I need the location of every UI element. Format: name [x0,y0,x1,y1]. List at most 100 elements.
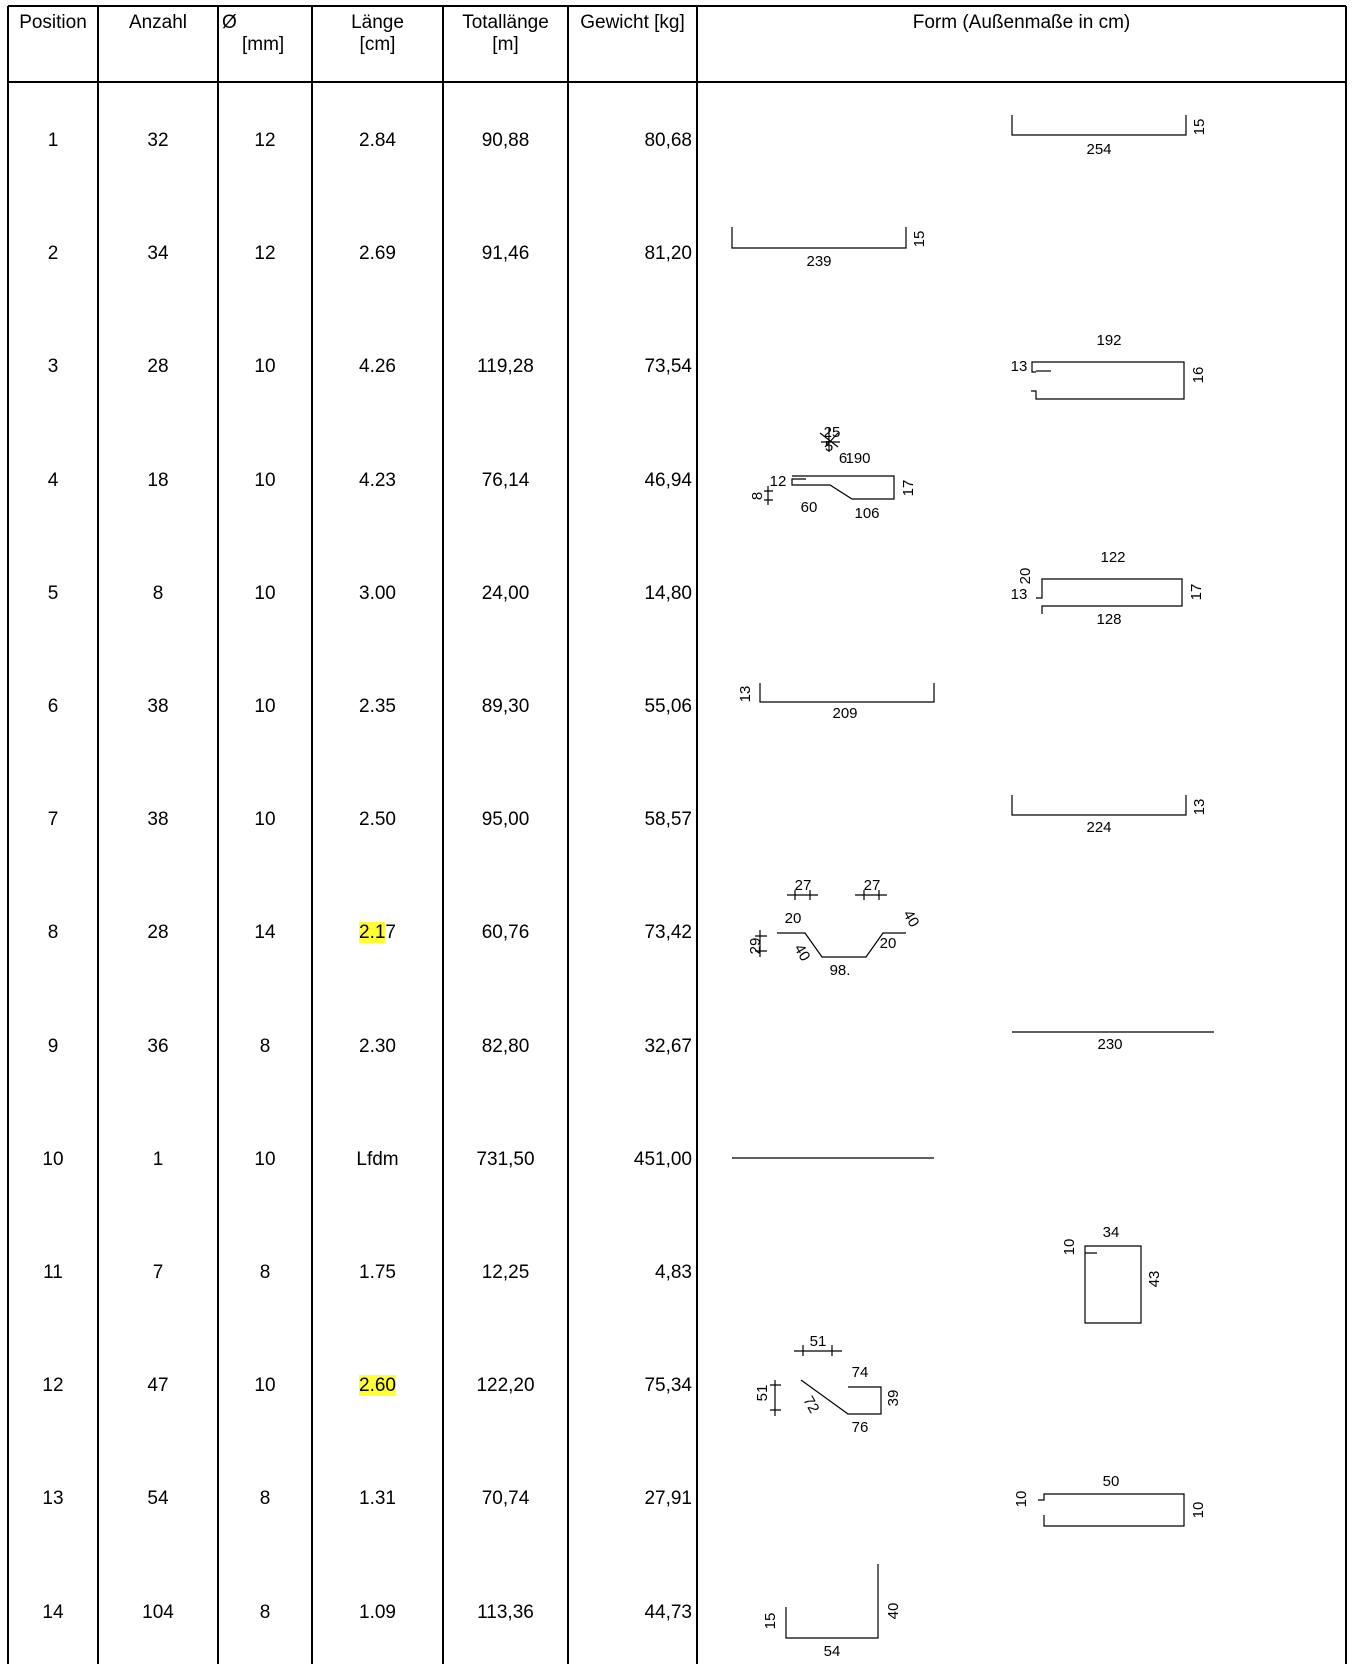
highlighted-text: 2.1 [359,922,386,944]
dimension-label: 39 [885,1390,902,1407]
table-row: 4 18 10 4.23 76,14 46,94 [0,424,1354,537]
dimension-label: 15 [762,1613,779,1630]
cell-anzahl: 34 [147,243,169,265]
cell-anzahl: 104 [142,1601,174,1623]
dimension-label: 60 [801,499,818,516]
dimension-label: 122 [1100,549,1125,566]
cell-gewicht: 44,73 [644,1601,692,1623]
dimension-label: 27 [795,877,812,894]
dimension-label: 74 [852,1364,869,1381]
shape-pos4 [791,475,895,500]
cell-dia: 8 [259,1601,271,1623]
cell-laenge: 2.30 [359,1035,396,1057]
table-row: 5 8 10 3.00 24,00 14,80 [0,537,1354,650]
cell-total: 95,00 [481,809,530,831]
dimension-label: 25 [824,424,841,441]
table-row: 12 47 10 2.60 122,20 75,34 [0,1329,1354,1442]
table-row: 9 36 8 2.30 82,80 32,67 [0,990,1354,1103]
cell-total: 82,80 [481,1035,530,1057]
cell-position: 6 [47,696,59,717]
shape-pos5 [1036,578,1183,614]
cell-laenge-rest: 7 [385,922,396,944]
cell-gewicht: 73,54 [644,356,692,378]
cell-dia: 10 [254,1375,276,1397]
cell-total: 89,30 [481,696,530,717]
dimension-label: 17 [900,480,917,497]
header-gewicht: Gewicht [kg] [580,12,685,33]
cell-position: 3 [47,356,59,378]
header-totallaenge-title: Totallänge [462,12,549,33]
dimension-label: 40 [885,1603,902,1620]
cell-position: 11 [43,1262,63,1283]
cell-total: 113,36 [477,1601,534,1623]
table-row: 3 28 10 4.26 119,28 73,54 [0,310,1354,423]
cell-position: 14 [42,1601,64,1623]
table-row: 1 32 12 2.84 90,88 80,68 [0,84,1354,197]
shape-pos8 [777,932,906,958]
cell-gewicht: 451,00 [633,1148,692,1170]
dimension-label: 34 [1103,1224,1120,1241]
dimension-label: 106 [854,505,879,522]
dimension-label: 40 [899,907,922,930]
dimension-label: 8 [749,492,766,500]
cell-anzahl: 54 [147,1488,169,1510]
cell-laenge: Lfdm [356,1148,399,1170]
header-anzahl: Anzahl [128,12,188,33]
table-row: 10 1 10 Lfdm 731,50 451,00 [0,1103,1354,1216]
cell-dia: 10 [254,582,276,604]
cell-laenge: 2.17 [312,876,443,989]
cell-position: 9 [47,1035,59,1057]
cell-anzahl: 47 [147,1375,169,1397]
cell-anzahl: 38 [147,696,169,717]
cell-total: 70,74 [481,1488,530,1510]
cell-dia: 10 [254,356,276,378]
cell-laenge: 2.35 [359,696,396,717]
header-totallaenge: Totallänge [m] [443,12,568,56]
dimension-label: 128 [1096,611,1121,628]
cell-total: 12,25 [481,1262,530,1283]
table-row: 8 28 14 2.17 60,76 73,42 [0,876,1354,989]
shape-pos14 [785,1564,879,1639]
cell-dia: 14 [254,922,276,944]
cell-total: 119,28 [477,356,534,378]
dimension-label: 230 [1097,1036,1122,1053]
header-diameter-symbol: Ø [222,12,237,33]
dimension-label: 5 [825,438,833,455]
cell-anzahl: 8 [152,582,164,604]
dimension-label: 54 [824,1643,841,1660]
dimension-label: 12 [770,473,787,490]
dimension-label: 16 [1190,367,1207,384]
dimension-label: 72 [799,1393,822,1416]
shape-pos7 [1011,795,1187,816]
cell-gewicht: 73,42 [644,922,692,944]
header-diameter-unit: [mm] [242,34,285,55]
header-diameter: Ø [mm] [222,12,312,56]
dimension-label: 27 [864,877,881,894]
cell-laenge: 1.09 [359,1601,396,1623]
cell-gewicht: 4,83 [655,1262,692,1283]
dimension-label: 20 [880,935,897,952]
cell-anzahl: 18 [147,469,169,491]
cell-gewicht: 32,67 [644,1035,692,1057]
dimension-label: 51 [754,1385,771,1402]
cell-gewicht: 55,06 [644,696,692,717]
dimension-label: 51 [810,1333,827,1350]
dimension-label: 224 [1086,819,1111,836]
cell-gewicht: 46,94 [644,469,692,491]
shape-pos12 [800,1379,882,1415]
cell-position: 8 [47,922,59,944]
table-row: 14 104 8 1.09 113,36 44,73 [0,1556,1354,1669]
dimension-label: 20 [785,910,802,927]
dimension-label: 10 [1061,1239,1078,1256]
dimension-label: 190 [845,450,870,467]
cell-gewicht: 75,34 [644,1375,692,1397]
cell-position: 13 [42,1488,64,1510]
dimension-label: 15 [1191,119,1208,136]
dimension-label: 43 [1146,1271,1163,1288]
cell-dia: 12 [254,130,276,151]
cell-anzahl: 7 [152,1262,164,1283]
dimension-label: 98. [830,962,851,979]
cell-dia: 10 [254,469,276,491]
